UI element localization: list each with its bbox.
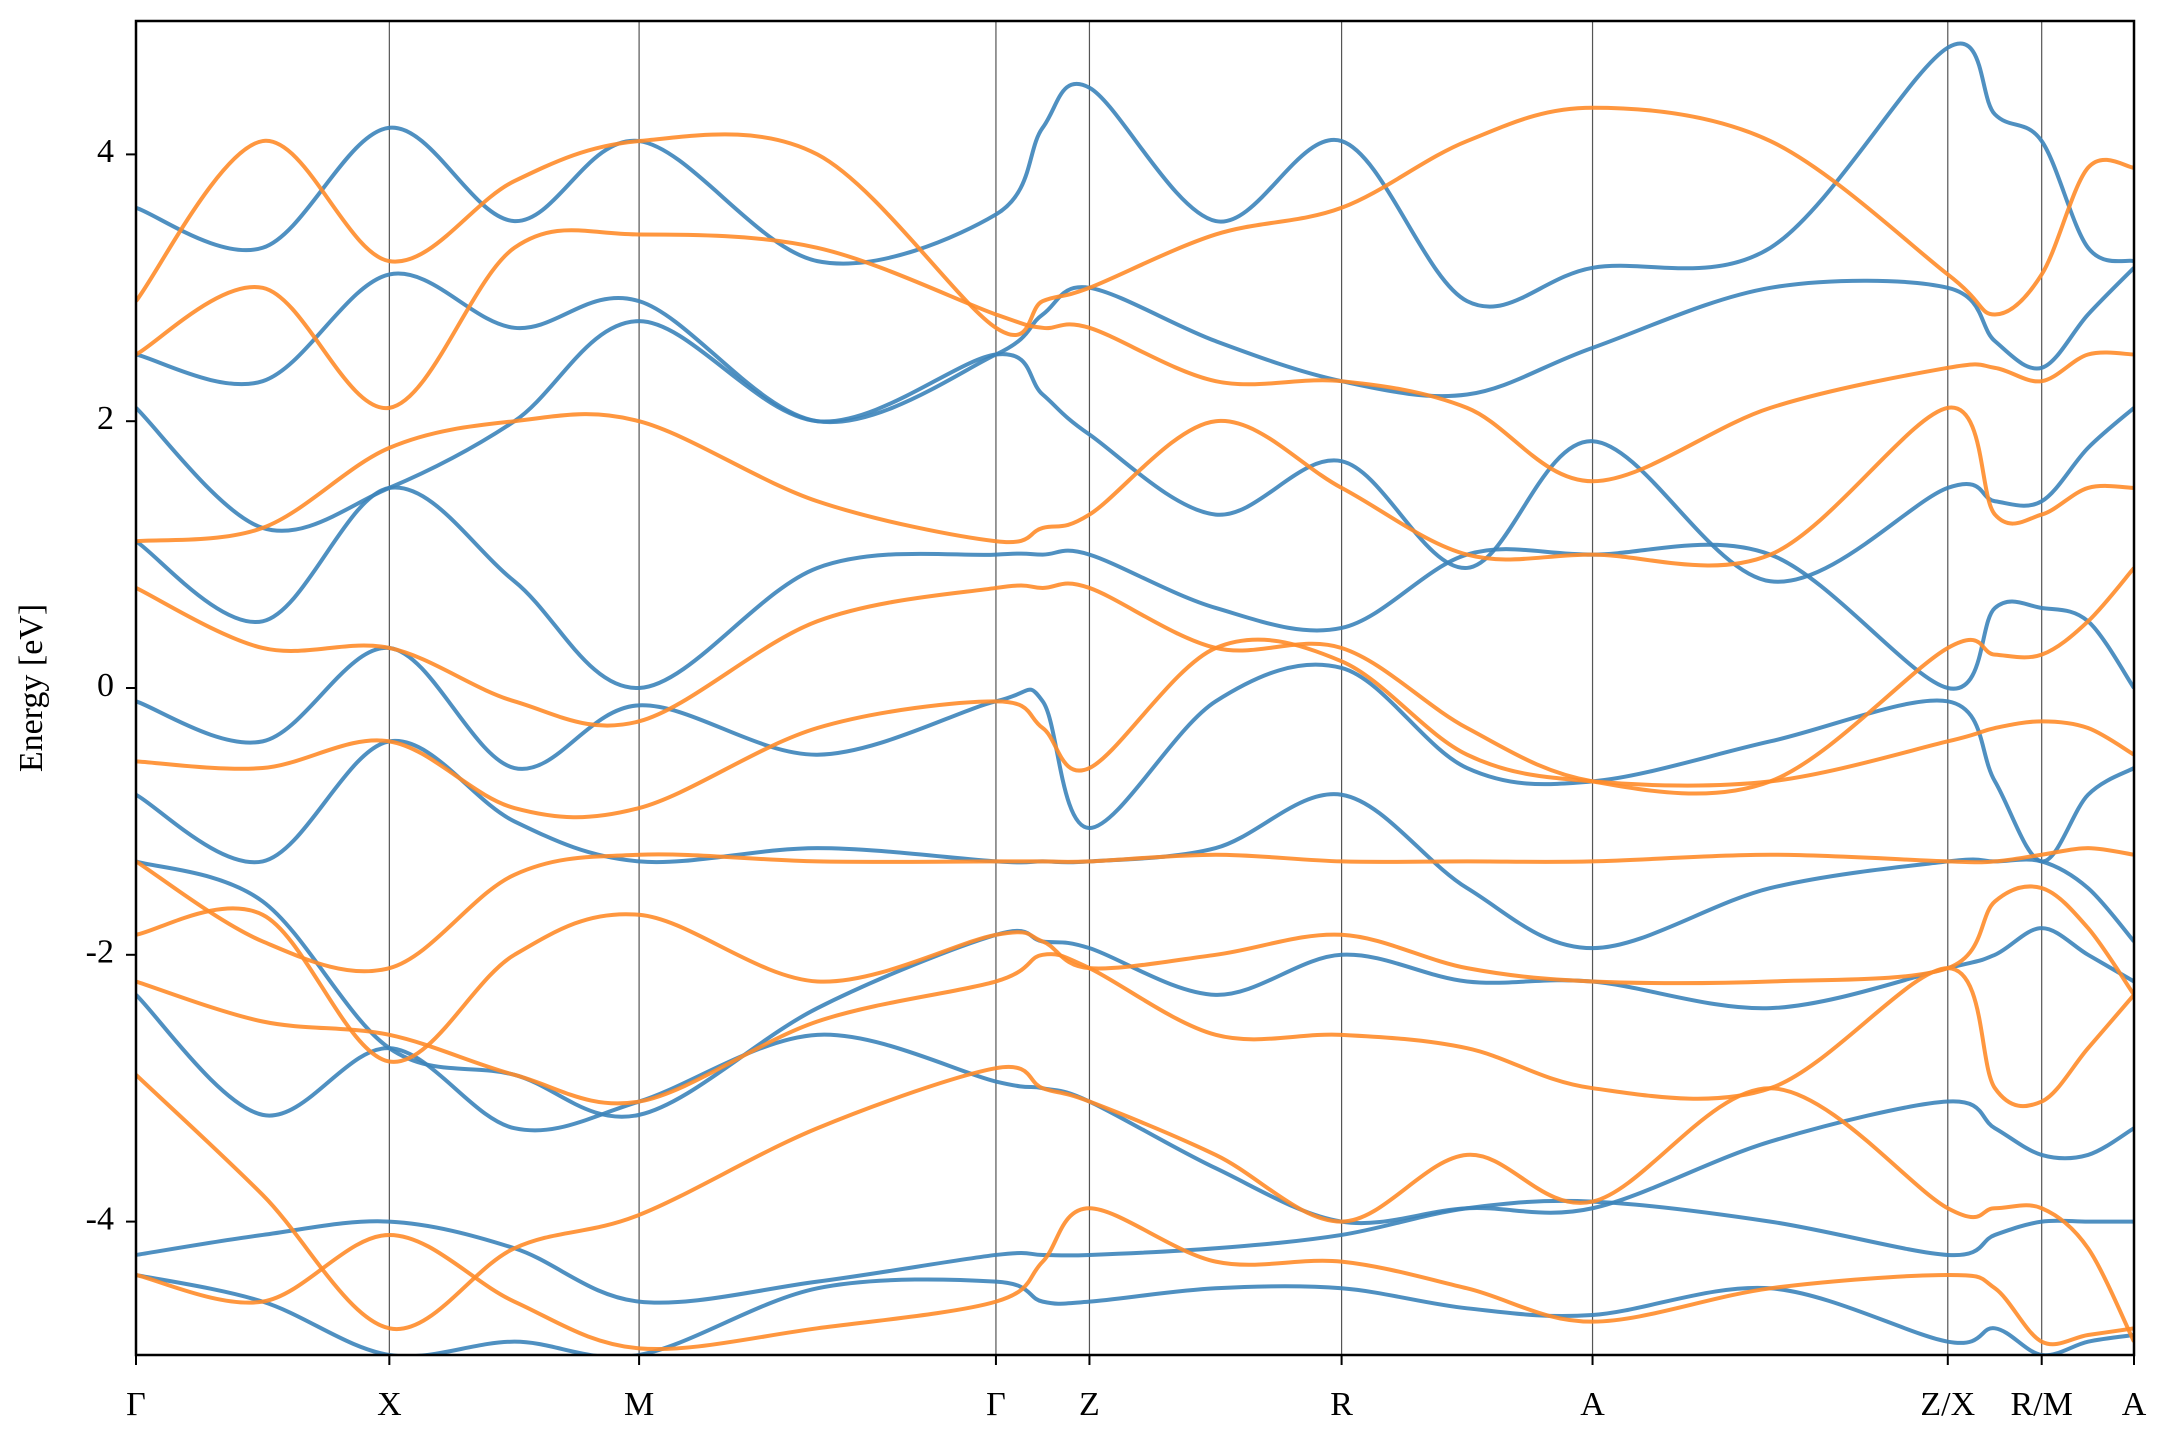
band-line	[136, 859, 2134, 1119]
y-tick-label: 2	[97, 400, 114, 437]
band-line	[136, 105, 2134, 337]
grid	[135, 21, 2135, 1355]
y-tick-label: -2	[86, 934, 114, 971]
band-line	[136, 637, 2134, 820]
x-tick-label: Γ	[126, 1386, 146, 1423]
band-line	[136, 319, 2134, 584]
x-tick-label: Γ	[986, 1386, 1006, 1423]
band-line	[136, 846, 2134, 974]
x-tick-label: M	[624, 1386, 654, 1423]
band-line	[136, 993, 2134, 1226]
band-line	[136, 952, 2134, 1109]
band-line	[136, 485, 2134, 691]
x-tick-label: R	[1330, 1386, 1353, 1423]
band-line	[136, 228, 2134, 484]
x-tick-label: R/M	[2011, 1386, 2073, 1423]
band-line	[136, 566, 2134, 796]
axes: Γ X M Γ Z R A Z/X R/M A -4 -2 0 2 4	[86, 19, 2147, 1423]
y-tick-label: 4	[97, 133, 114, 170]
x-tick-label: Z	[1079, 1386, 1100, 1423]
band-line	[136, 1064, 2134, 1343]
plot-frame	[134, 19, 2136, 1357]
y-axis-label: Energy [eV]	[13, 604, 50, 772]
x-tick-label: X	[377, 1386, 402, 1423]
x-tick-label: A	[1580, 1386, 1605, 1423]
band-line	[136, 405, 2134, 568]
band-line	[136, 41, 2134, 309]
band-line	[136, 266, 2134, 425]
y-tick-label: 0	[97, 667, 114, 704]
band-line	[136, 1273, 2134, 1355]
band-line	[136, 645, 2134, 864]
y-tick-label: -4	[86, 1200, 114, 1237]
x-tick-label: A	[2122, 1386, 2147, 1423]
bands	[136, 41, 2134, 1355]
band-line	[136, 884, 2134, 1064]
x-tick-label: Z/X	[1920, 1386, 1975, 1423]
band-line	[136, 1206, 2134, 1352]
